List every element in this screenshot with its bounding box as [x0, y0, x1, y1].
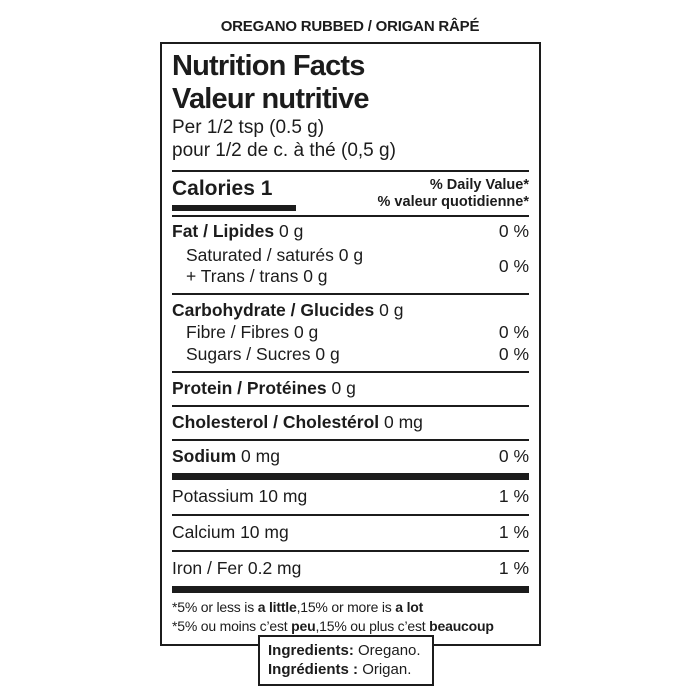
nutrient-name: Potassium 10 mg — [172, 486, 308, 506]
ingredients-label-en: Ingredients: — [268, 642, 354, 659]
serving-size-en: Per 1/2 tsp (0.5 g) — [172, 117, 325, 138]
nutrition-facts-panel: Nutrition Facts Valeur nutritive Per 1/2… — [160, 42, 541, 646]
calories-text: Calories 1 — [172, 177, 296, 201]
nutrient-name: Fat / Lipides 0 g — [172, 221, 303, 242]
footnote-en: *5% or less is a little,15% or more is a… — [172, 598, 529, 617]
calories-block: Calories 1 — [172, 177, 296, 211]
nutrient-percent: 0 % — [498, 446, 529, 466]
daily-value-header: % Daily Value* % valeur quotidienne* — [378, 177, 529, 211]
nutrient-name-bold: Cholesterol / Cholestérol — [172, 412, 380, 432]
nutrient-row-carbohydrate: Carbohydrate / Glucides 0 g — [172, 295, 529, 322]
trans-line: + Trans / trans 0 g — [186, 266, 328, 286]
nutrient-percent: 0 % — [498, 255, 529, 276]
nutrient-name-bold: Sodium — [172, 446, 237, 466]
ingredients-line-fr: Ingrédients : Origan. — [268, 660, 424, 679]
footnote-fr-bold1: peu — [291, 618, 316, 634]
divider — [172, 215, 529, 217]
nutrient-percent: 1 % — [498, 486, 529, 506]
ingredients-label-fr: Ingrédients : — [268, 661, 359, 678]
nutrient-name-bold: Protein / Protéines — [172, 378, 327, 398]
calories-value: 1 — [260, 177, 273, 200]
footnotes: *5% or less is a little,15% or more is a… — [172, 593, 529, 638]
nutrient-name: Saturated / saturés 0 g + Trans / trans 0… — [172, 245, 363, 287]
ingredients-value-fr: Origan. — [362, 661, 412, 678]
ingredients-box: Ingredients: Oregano. Ingrédients : Orig… — [258, 635, 434, 686]
footnote-en-bold1: a little — [257, 599, 297, 615]
thick-divider — [172, 473, 529, 480]
nutrient-row-iron: Iron / Fer 0.2 mg 1 % — [172, 552, 529, 586]
nutrient-name-bold: Carbohydrate / Glucides — [172, 300, 375, 320]
nutrient-name: Calcium 10 mg — [172, 522, 289, 542]
nutrient-row-saturated-trans: Saturated / saturés 0 g + Trans / trans 0… — [172, 245, 529, 293]
footnote-fr-mid: ,15% ou plus c’est — [315, 618, 430, 634]
nutrient-amount: 0 g — [278, 221, 304, 241]
nutrient-amount: 0 g — [379, 300, 404, 320]
footnote-fr-pre: *5% ou moins c’est — [172, 618, 292, 634]
nutrient-row-fat: Fat / Lipides 0 g 0 % — [172, 217, 529, 245]
daily-value-header-fr: % valeur quotidienne* — [377, 193, 529, 210]
footnote-en-pre: *5% or less is — [172, 599, 258, 615]
nutrient-name: Iron / Fer 0.2 mg — [172, 558, 302, 578]
thick-divider — [172, 586, 529, 593]
footnote-fr-bold2: beaucoup — [429, 618, 494, 634]
nutrient-name: Fibre / Fibres 0 g — [186, 322, 319, 342]
footnote-fr: *5% ou moins c’est peu,15% ou plus c’est… — [172, 617, 529, 636]
nutrient-percent: 1 % — [498, 522, 529, 542]
calories-underline — [172, 205, 296, 211]
daily-value-header-en: % Daily Value* — [429, 177, 529, 193]
nutrient-percent: 0 % — [498, 221, 529, 241]
divider — [172, 514, 529, 516]
divider — [172, 550, 529, 552]
divider — [172, 371, 529, 373]
nutrient-row-cholesterol: Cholesterol / Cholestérol 0 mg — [172, 407, 529, 439]
nutrient-name: Sugars / Sucres 0 g — [186, 344, 340, 364]
nutrient-row-fibre: Fibre / Fibres 0 g 0 % — [172, 322, 529, 344]
calories-row: Calories 1 % Daily Value* % valeur quoti… — [172, 172, 529, 215]
divider — [172, 439, 529, 441]
nft-title-en: Nutrition Facts — [172, 50, 365, 82]
saturated-line: Saturated / saturés 0 g — [186, 245, 364, 265]
footnote-en-mid: ,15% or more is — [296, 599, 396, 615]
nutrient-row-calcium: Calcium 10 mg 1 % — [172, 516, 529, 550]
nutrient-percent: 0 % — [498, 322, 529, 342]
nutrient-row-sodium: Sodium 0 mg 0 % — [172, 441, 529, 473]
footnote-en-bold2: a lot — [395, 599, 424, 615]
divider — [172, 405, 529, 407]
nutrient-name: Protein / Protéines 0 g — [172, 378, 356, 399]
nutrient-row-sugars: Sugars / Sucres 0 g 0 % — [172, 344, 529, 371]
nutrient-row-protein: Protein / Protéines 0 g — [172, 373, 529, 405]
nutrient-amount: 0 g — [331, 378, 356, 398]
nutrient-name: Cholesterol / Cholestérol 0 mg — [172, 412, 423, 433]
ingredients-line-en: Ingredients: Oregano. — [268, 641, 424, 660]
divider — [172, 170, 529, 172]
nutrient-percent: 1 % — [498, 558, 529, 578]
ingredients-value-en: Oregano. — [358, 642, 421, 659]
product-title: OREGANO RUBBED / ORIGAN RÂPÉ — [220, 18, 480, 35]
nutrient-name: Carbohydrate / Glucides 0 g — [172, 300, 403, 321]
nutrient-name: Sodium 0 mg — [172, 446, 280, 467]
nutrient-amount: 0 mg — [241, 446, 280, 466]
nutrient-name-bold: Fat / Lipides — [172, 221, 275, 241]
serving-size-fr: pour 1/2 de c. à thé (0,5 g) — [172, 140, 396, 161]
nutrient-percent: 0 % — [498, 344, 529, 364]
divider — [172, 293, 529, 295]
nft-title-fr: Valeur nutritive — [172, 83, 370, 115]
nutrient-amount: 0 mg — [384, 412, 423, 432]
nutrient-row-potassium: Potassium 10 mg 1 % — [172, 480, 529, 514]
calories-label: Calories — [172, 177, 255, 200]
